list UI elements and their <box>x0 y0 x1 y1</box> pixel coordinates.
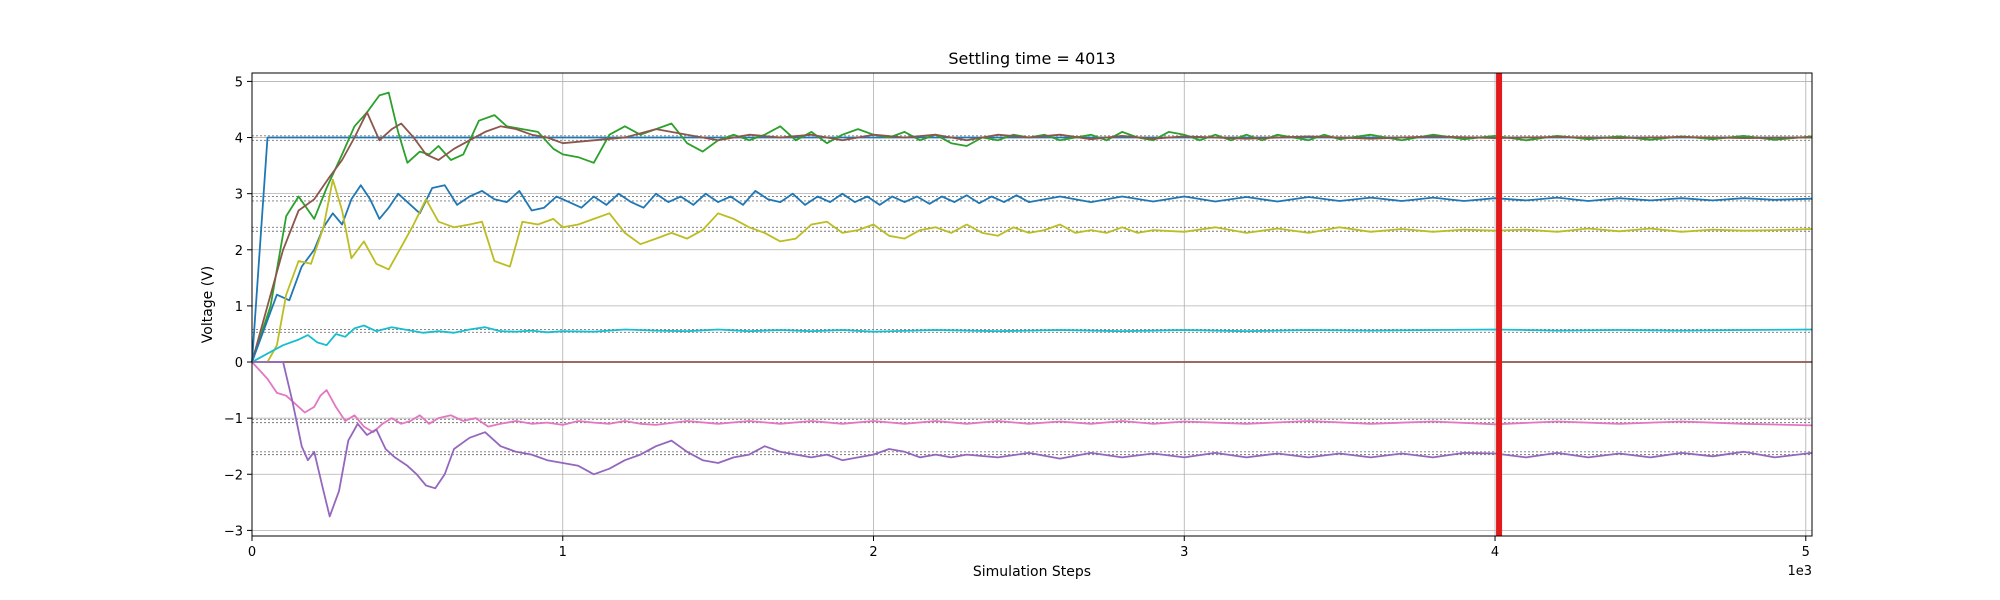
y-tick-label: 2 <box>235 244 243 259</box>
series-line-7 <box>251 324 1813 363</box>
x-tick-label: 1 <box>559 545 567 560</box>
y-tick-label: 5 <box>235 75 243 90</box>
y-tick-label: 1 <box>235 300 243 315</box>
x-tick-label: 3 <box>1180 545 1188 560</box>
x-tick-label: 2 <box>869 545 877 560</box>
series-line-8 <box>251 361 1813 434</box>
y-tick-label: −3 <box>224 524 243 539</box>
series-lines <box>251 91 1813 518</box>
y-tick-label: −2 <box>224 468 243 483</box>
series-line-5 <box>251 184 1813 363</box>
x-axis-offset-label: 1e3 <box>1787 564 1812 579</box>
chart-title: Settling time = 4013 <box>948 49 1115 68</box>
reference-levels <box>252 135 1812 456</box>
y-tick-label: 0 <box>235 356 243 371</box>
series-line-9 <box>252 361 1813 518</box>
y-tick-label: 4 <box>235 132 243 147</box>
x-tick-label: 0 <box>248 545 256 560</box>
series-line-6 <box>252 178 1813 363</box>
x-axis-label: Simulation Steps <box>973 564 1091 580</box>
grid-lines <box>251 73 1812 536</box>
plot-frame <box>251 72 1813 537</box>
y-tick-label: −1 <box>224 412 243 427</box>
y-axis-ticks: −3 −2 −1 0 1 2 3 4 5 <box>224 75 252 539</box>
series-line-4 <box>251 111 1813 363</box>
x-tick-label: 4 <box>1491 545 1499 560</box>
x-axis-ticks: 0 1 2 3 4 5 <box>248 536 1810 560</box>
y-tick-label: 3 <box>235 188 243 203</box>
y-axis-label: Voltage (V) <box>200 266 216 343</box>
x-tick-label: 5 <box>1802 545 1810 560</box>
